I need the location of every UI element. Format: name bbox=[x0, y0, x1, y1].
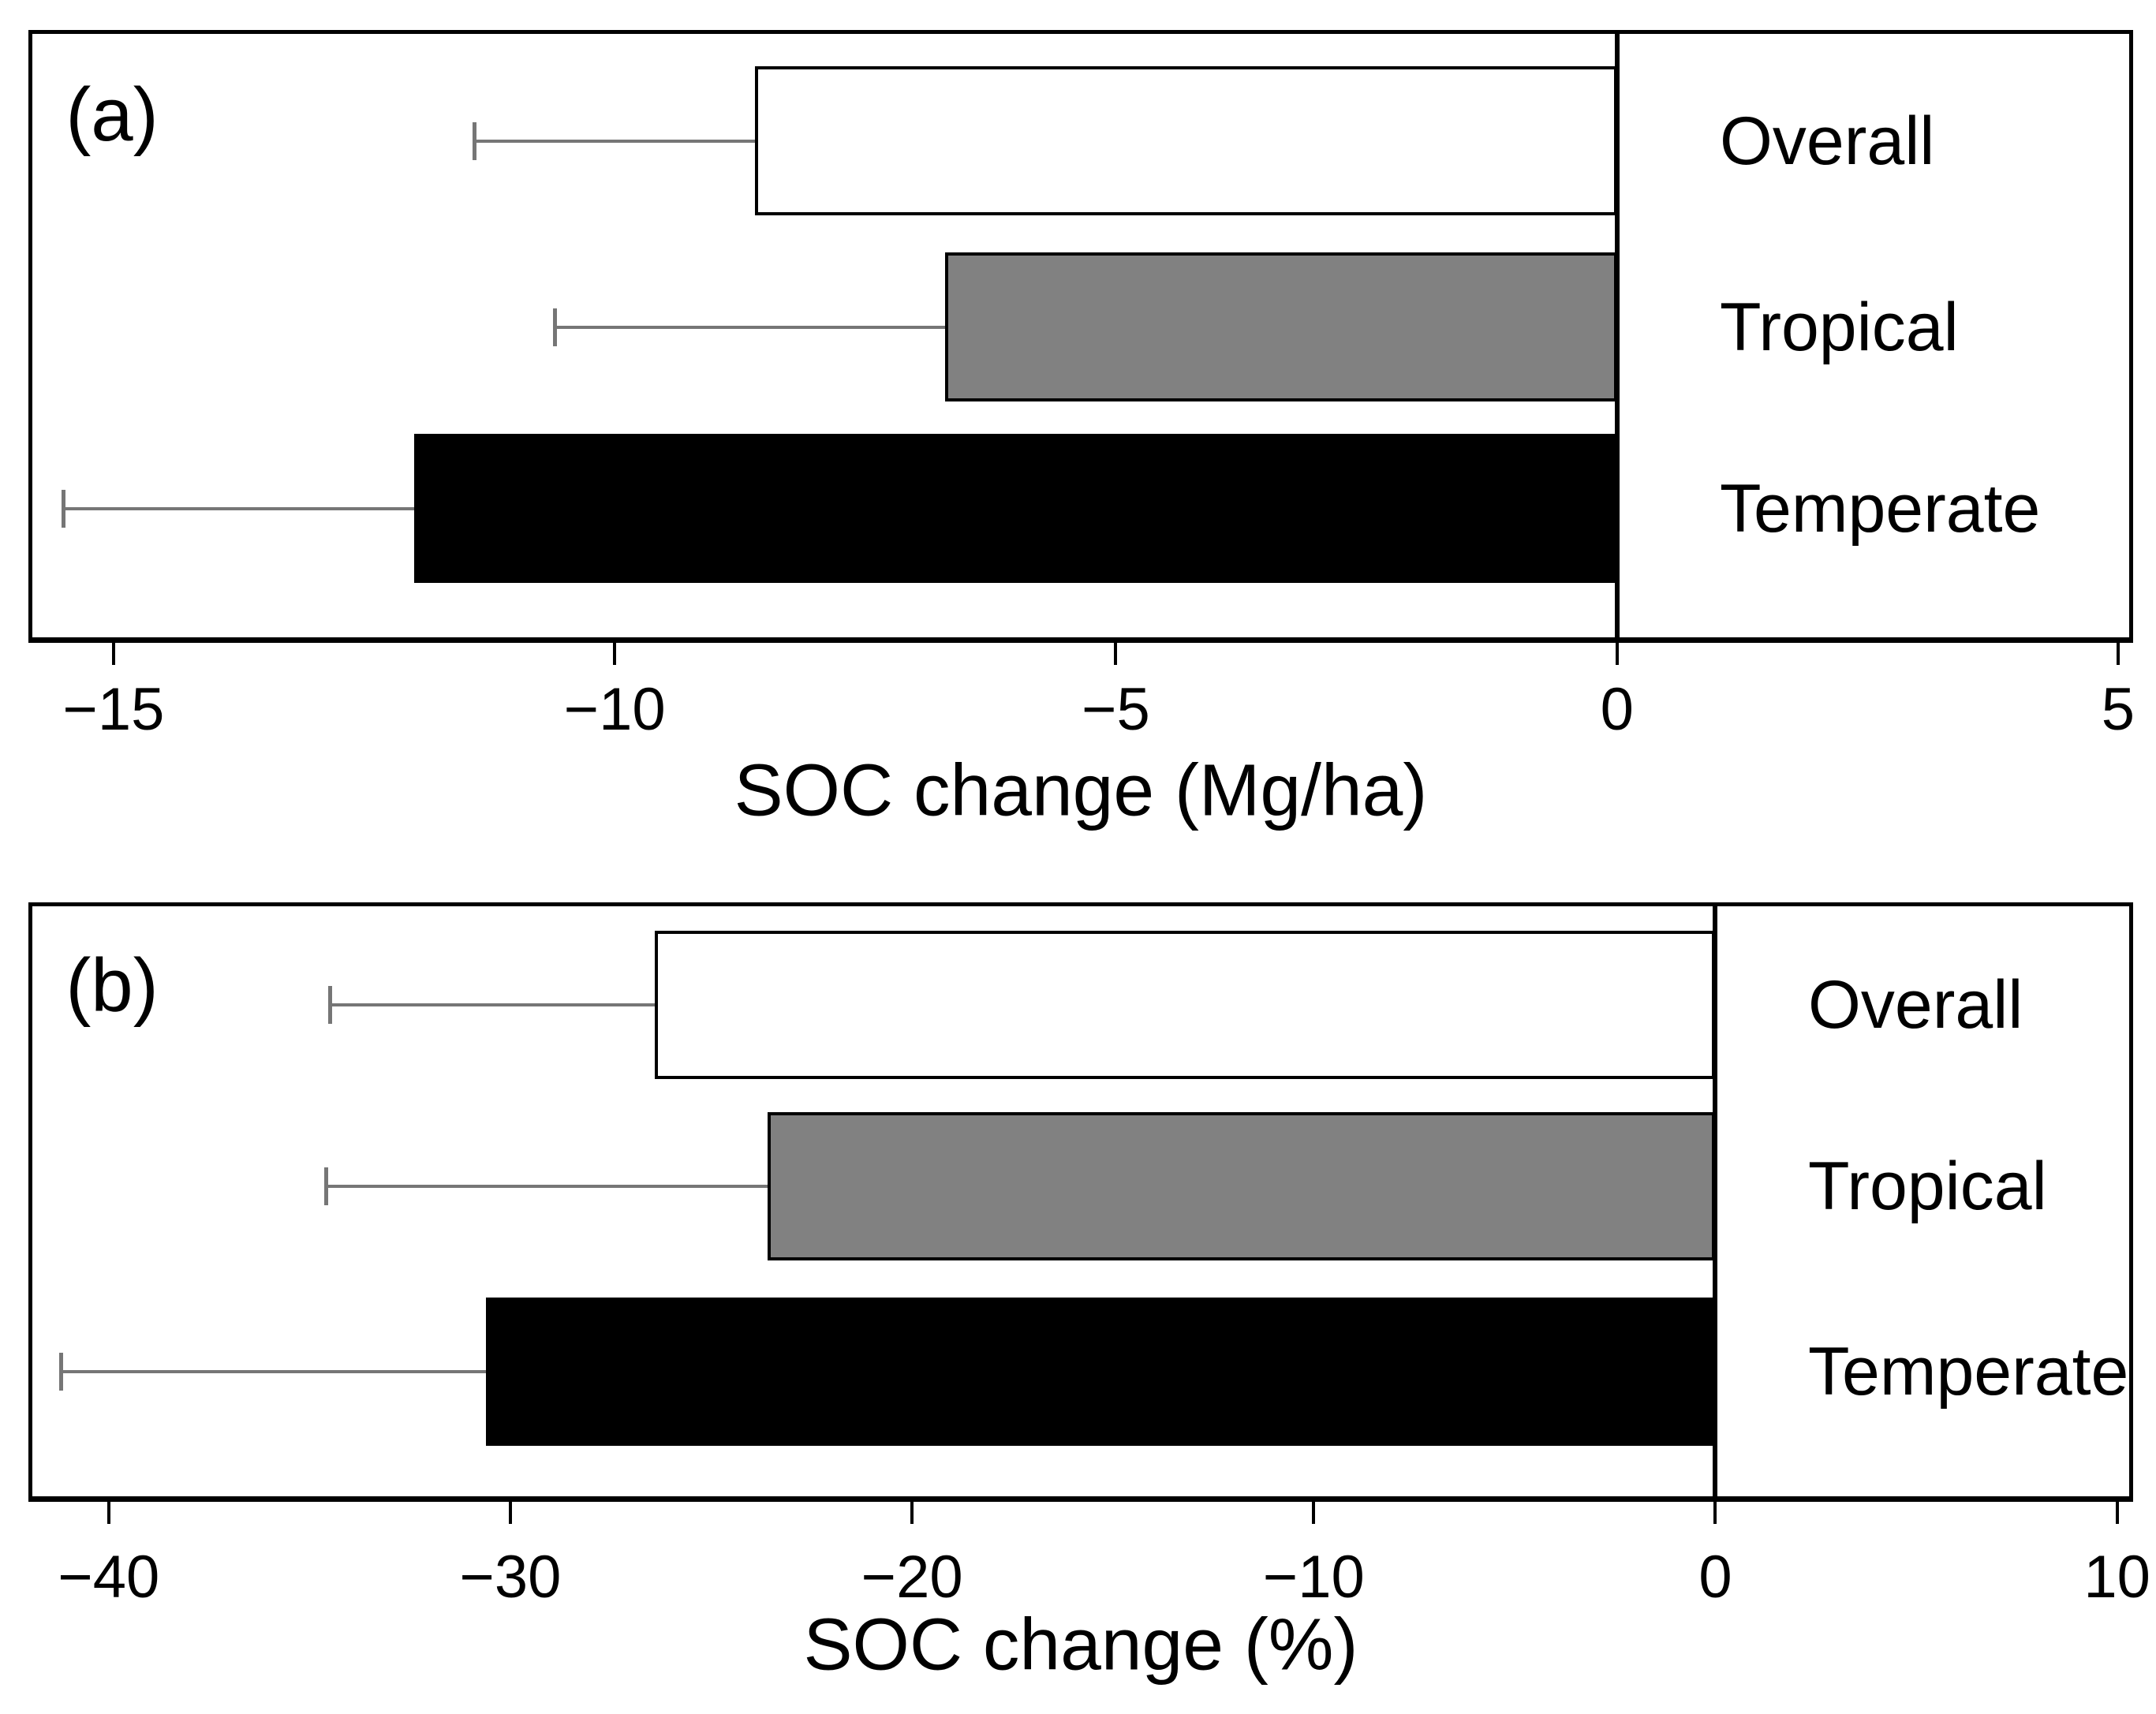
x-tick-a--15 bbox=[111, 643, 115, 665]
error-bar-cap-overall-b bbox=[327, 986, 332, 1024]
x-tick-label-a-0: 0 bbox=[1600, 676, 1634, 743]
x-tick-a--10 bbox=[613, 643, 617, 665]
category-label-temperate-b: Temperate bbox=[1808, 1334, 2129, 1410]
error-bar-tropical-b bbox=[325, 1185, 768, 1188]
x-tick-label-b--30: −30 bbox=[459, 1544, 562, 1611]
bar-tropical-b bbox=[767, 1112, 1716, 1260]
bar-temperate-b bbox=[486, 1298, 1716, 1446]
category-label-overall-b: Overall bbox=[1808, 967, 2023, 1043]
x-tick-a-5 bbox=[2116, 643, 2120, 665]
x-tick-b-10 bbox=[2115, 1502, 2119, 1524]
x-tick-b--40 bbox=[106, 1502, 110, 1524]
error-bar-cap-overall-a bbox=[473, 121, 477, 160]
zero-line-b bbox=[1713, 902, 1718, 1502]
bar-overall-a bbox=[755, 66, 1617, 215]
error-bar-temperate-a bbox=[63, 506, 415, 510]
panel-b-x-axis-title: SOC change (%) bbox=[803, 1603, 1358, 1686]
x-tick-a--5 bbox=[1114, 643, 1118, 665]
bar-temperate-a bbox=[414, 434, 1617, 583]
category-label-tropical-a: Tropical bbox=[1720, 289, 1959, 365]
error-bar-cap-temperate-a bbox=[62, 489, 66, 528]
category-label-overall-a: Overall bbox=[1720, 103, 1935, 179]
x-tick-b--10 bbox=[1312, 1502, 1316, 1524]
x-tick-label-a-5: 5 bbox=[2101, 676, 2135, 743]
x-tick-label-a--15: −15 bbox=[62, 676, 165, 743]
panel-b-letter: (b) bbox=[65, 943, 159, 1028]
x-tick-b--20 bbox=[910, 1502, 914, 1524]
zero-line-a bbox=[1614, 30, 1620, 643]
error-bar-tropical-a bbox=[555, 325, 946, 329]
x-tick-label-b--10: −10 bbox=[1262, 1544, 1365, 1611]
x-tick-b-0 bbox=[1713, 1502, 1717, 1524]
error-bar-cap-temperate-b bbox=[58, 1353, 63, 1391]
x-tick-label-a--10: −10 bbox=[563, 676, 666, 743]
error-bar-cap-tropical-a bbox=[553, 308, 557, 346]
error-bar-overall-b bbox=[329, 1003, 656, 1006]
bar-overall-b bbox=[655, 931, 1716, 1079]
x-tick-label-b--20: −20 bbox=[861, 1544, 963, 1611]
error-bar-temperate-b bbox=[60, 1370, 487, 1373]
error-bar-overall-a bbox=[474, 139, 756, 143]
x-tick-label-b--40: −40 bbox=[58, 1544, 160, 1611]
x-tick-b--30 bbox=[508, 1502, 512, 1524]
x-tick-label-b-0: 0 bbox=[1698, 1544, 1732, 1611]
x-tick-label-b-10: 10 bbox=[2083, 1544, 2150, 1611]
panel-a-x-axis-title: SOC change (Mg/ha) bbox=[734, 749, 1428, 831]
bar-tropical-a bbox=[945, 252, 1617, 401]
x-tick-label-a--5: −5 bbox=[1082, 676, 1150, 743]
category-label-tropical-b: Tropical bbox=[1808, 1148, 2047, 1224]
x-tick-a-0 bbox=[1615, 643, 1619, 665]
error-bar-cap-tropical-b bbox=[323, 1167, 328, 1205]
panel-a-letter: (a) bbox=[65, 73, 159, 157]
category-label-temperate-a: Temperate bbox=[1720, 470, 2041, 547]
